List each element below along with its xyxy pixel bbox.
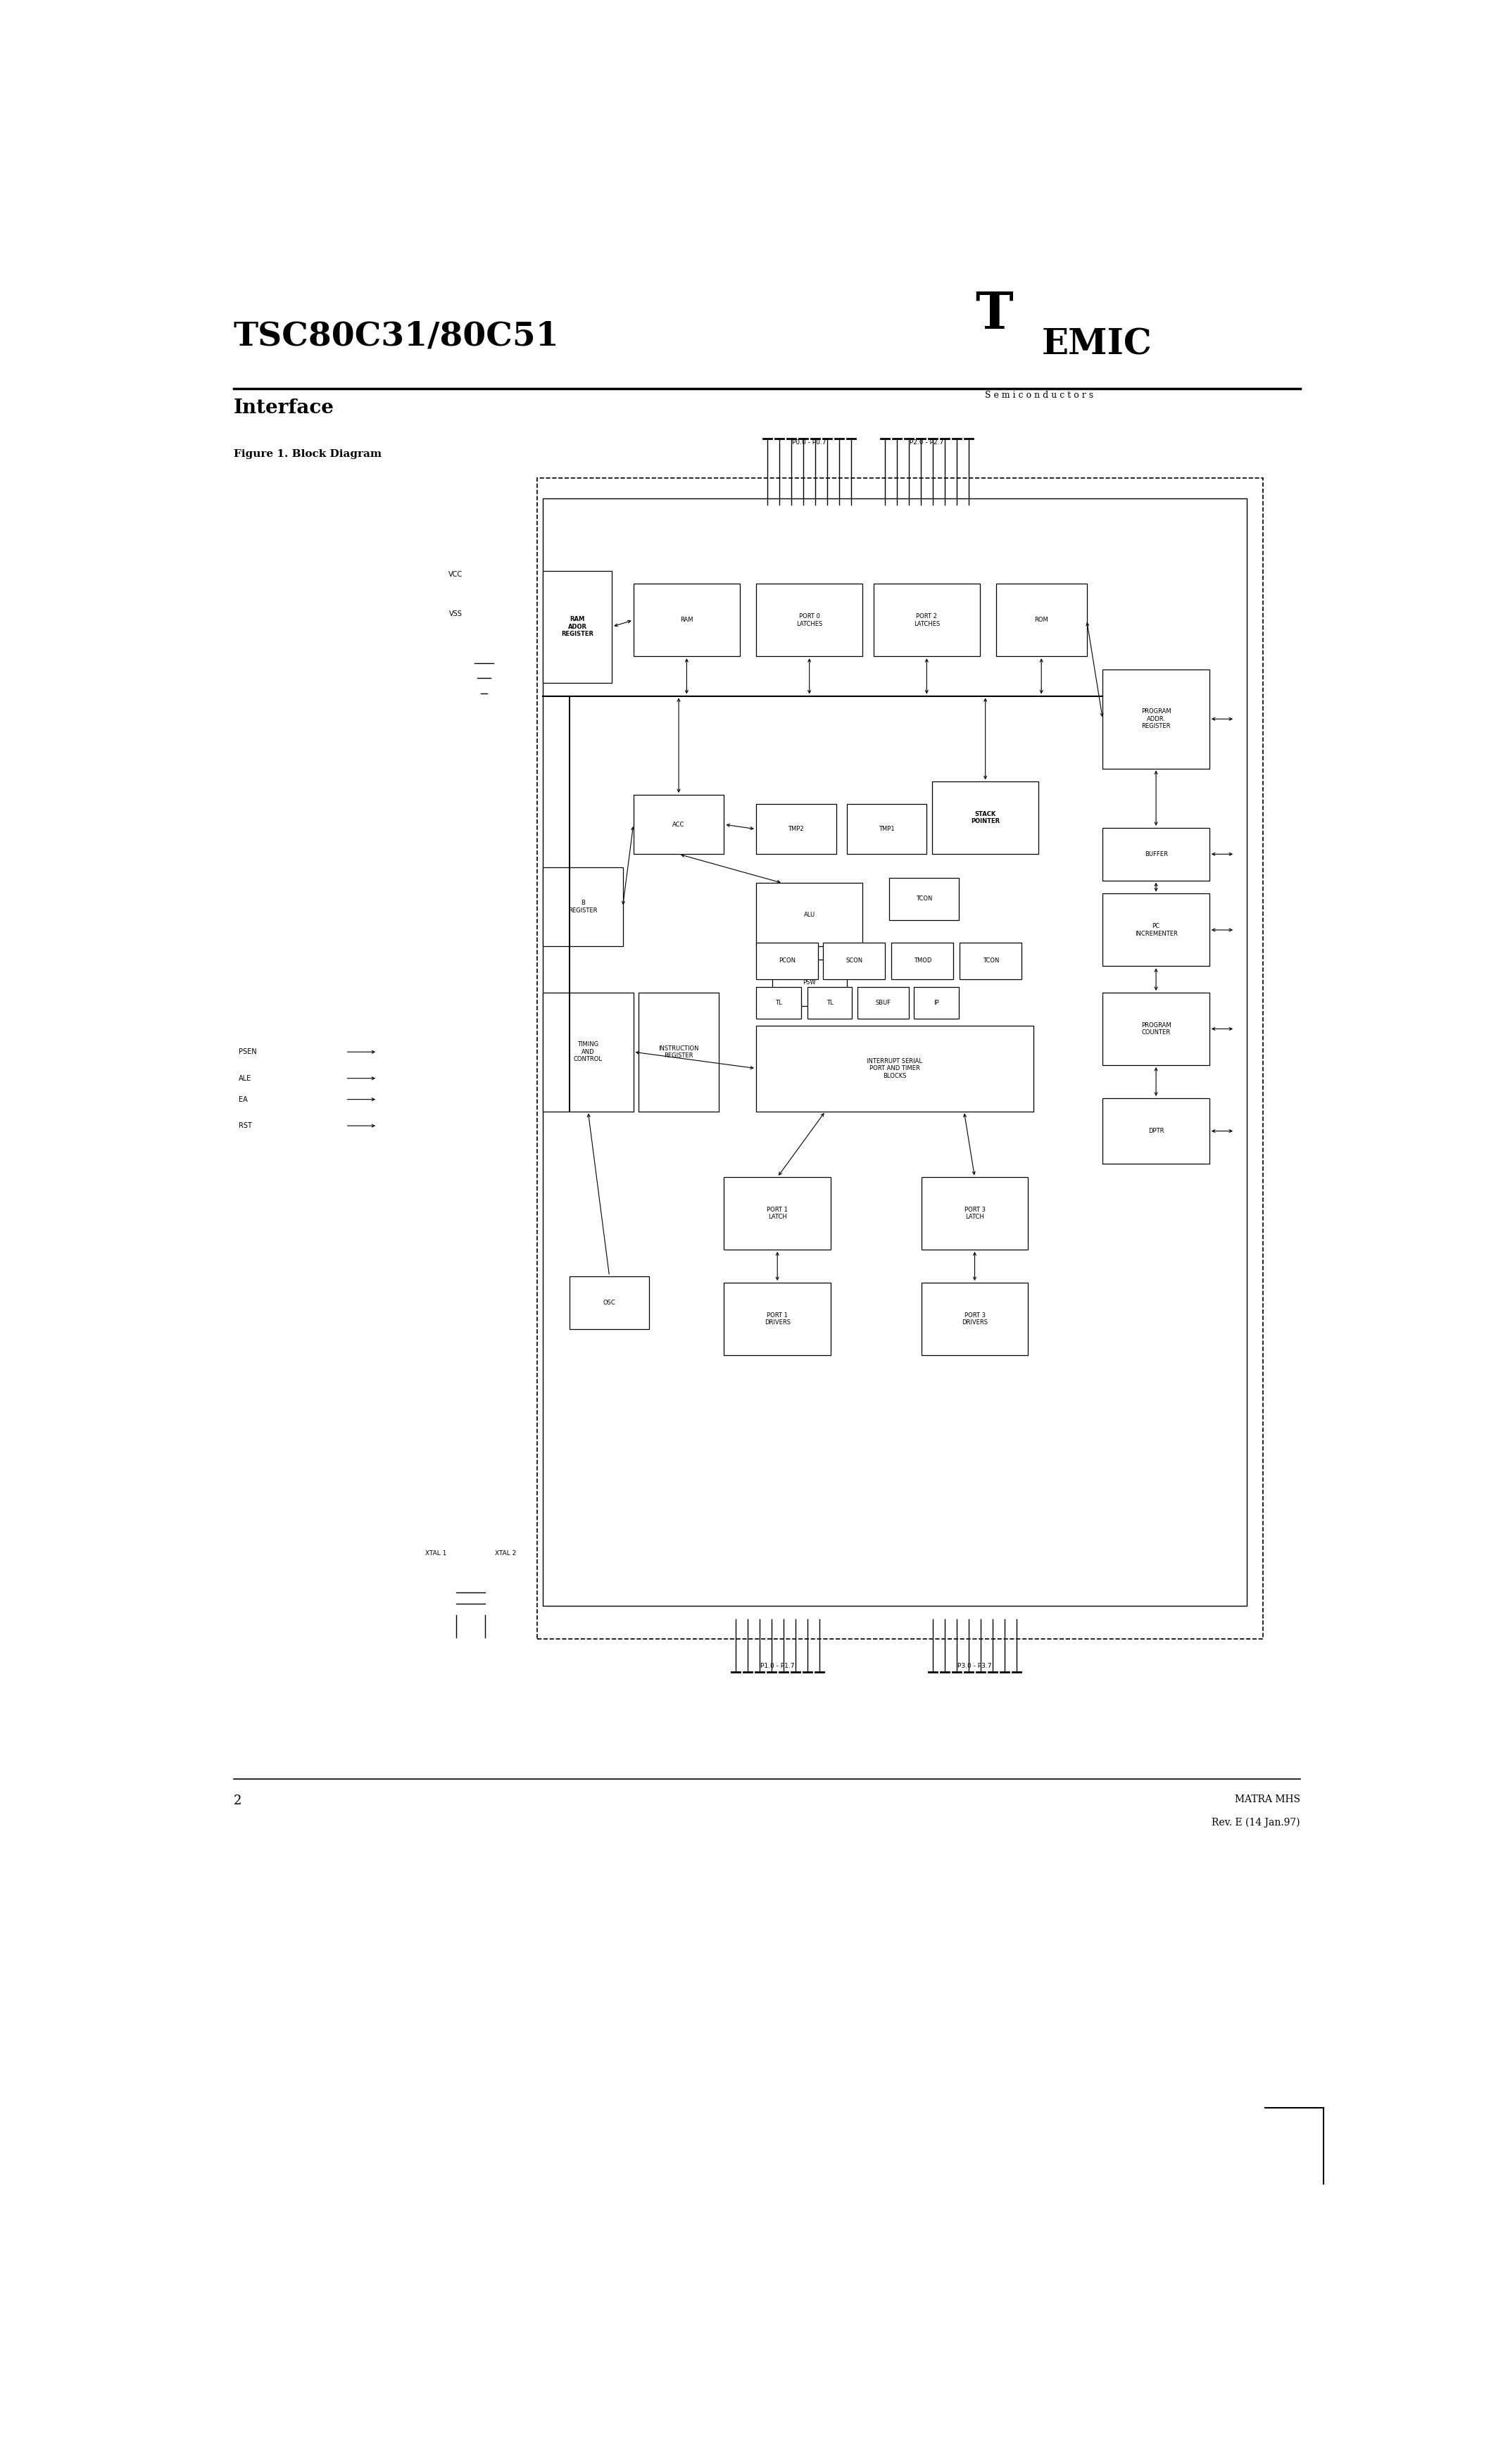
Text: DPTR: DPTR: [1147, 1129, 1164, 1133]
Text: BUFFER: BUFFER: [1144, 850, 1167, 857]
Text: PORT 3
LATCH: PORT 3 LATCH: [963, 1207, 986, 1220]
Text: OSC: OSC: [603, 1299, 616, 1306]
Text: TCON: TCON: [916, 897, 932, 902]
Text: IP: IP: [934, 1000, 939, 1005]
Bar: [755, 944, 818, 978]
Text: Rev. E (14 Jan.97): Rev. E (14 Jan.97): [1212, 1818, 1300, 1828]
Text: ROM: ROM: [1034, 616, 1049, 623]
Text: Interface: Interface: [233, 399, 334, 416]
Text: P1.0 - P1.7: P1.0 - P1.7: [760, 1663, 794, 1668]
Bar: [857, 988, 908, 1020]
Text: PSW: PSW: [803, 981, 815, 986]
Text: RAM: RAM: [681, 616, 693, 623]
Bar: [543, 993, 633, 1111]
Text: VSS: VSS: [449, 611, 462, 618]
Text: PROGRAM
ADDR.
REGISTER: PROGRAM ADDR. REGISTER: [1141, 710, 1171, 729]
Text: PORT 1
LATCH: PORT 1 LATCH: [767, 1207, 788, 1220]
Bar: [960, 944, 1022, 978]
Bar: [772, 958, 847, 1005]
Text: PORT 2
LATCHES: PORT 2 LATCHES: [914, 614, 939, 626]
Text: 2: 2: [233, 1794, 241, 1806]
Text: RST: RST: [239, 1121, 251, 1129]
Bar: [1103, 894, 1209, 966]
Bar: [808, 988, 853, 1020]
Text: SCON: SCON: [845, 958, 863, 963]
Text: INSTRUCTION
REGISTER: INSTRUCTION REGISTER: [658, 1045, 699, 1060]
Text: PORT 3
DRIVERS: PORT 3 DRIVERS: [962, 1313, 987, 1326]
Text: S e m i c o n d u c t o r s: S e m i c o n d u c t o r s: [984, 389, 1094, 399]
Text: Figure 1. Block Diagram: Figure 1. Block Diagram: [233, 448, 381, 458]
Text: STACK
POINTER: STACK POINTER: [971, 811, 999, 825]
Text: PCON: PCON: [778, 958, 796, 963]
Text: TCON: TCON: [983, 958, 999, 963]
Text: PROGRAM
COUNTER: PROGRAM COUNTER: [1141, 1023, 1171, 1035]
Text: VCC: VCC: [449, 572, 462, 579]
Bar: [755, 882, 863, 946]
Text: P0.0 - P0.7: P0.0 - P0.7: [793, 439, 826, 446]
Bar: [823, 944, 886, 978]
Text: P3.0 - P3.7: P3.0 - P3.7: [957, 1663, 992, 1668]
Bar: [922, 1178, 1028, 1249]
Bar: [639, 993, 718, 1111]
Text: XTAL 2: XTAL 2: [495, 1550, 516, 1557]
Text: P2.0 - P2.7: P2.0 - P2.7: [910, 439, 944, 446]
Text: TL: TL: [775, 1000, 782, 1005]
Bar: [755, 988, 800, 1020]
Text: TIMING
AND
CONTROL: TIMING AND CONTROL: [573, 1042, 603, 1062]
Text: TL: TL: [826, 1000, 833, 1005]
Bar: [1103, 670, 1209, 769]
Bar: [892, 944, 953, 978]
Text: TMP2: TMP2: [788, 825, 803, 833]
Bar: [922, 1284, 1028, 1355]
Text: ACC: ACC: [673, 821, 685, 828]
Text: EMIC: EMIC: [1041, 328, 1152, 362]
Bar: [1103, 1099, 1209, 1163]
Text: ALE: ALE: [239, 1074, 251, 1082]
Text: MATRA MHS: MATRA MHS: [1234, 1794, 1300, 1804]
Bar: [932, 781, 1038, 855]
Bar: [755, 1025, 1034, 1111]
Text: PSEN: PSEN: [239, 1047, 257, 1055]
Bar: [874, 584, 980, 655]
Bar: [543, 572, 612, 683]
Text: B
REGISTER: B REGISTER: [568, 899, 597, 914]
Bar: [543, 867, 622, 946]
Text: PORT 1
DRIVERS: PORT 1 DRIVERS: [764, 1313, 790, 1326]
Bar: [570, 1276, 649, 1328]
Text: TMP1: TMP1: [878, 825, 895, 833]
Bar: [755, 584, 863, 655]
Text: RAM
ADOR
REGISTER: RAM ADOR REGISTER: [561, 616, 594, 638]
Bar: [1103, 828, 1209, 880]
Bar: [1103, 993, 1209, 1064]
Text: PC
INCREMENTER: PC INCREMENTER: [1134, 924, 1177, 936]
Bar: [724, 1178, 830, 1249]
Text: ALU: ALU: [803, 912, 815, 919]
Bar: [724, 1284, 830, 1355]
Text: TMOD: TMOD: [914, 958, 932, 963]
Text: INTERRUPT SERIAL
PORT AND TIMER
BLOCKS: INTERRUPT SERIAL PORT AND TIMER BLOCKS: [866, 1057, 923, 1079]
Text: PORT 0
LATCHES: PORT 0 LATCHES: [796, 614, 823, 626]
Bar: [543, 498, 1246, 1607]
Text: TSC80C31/80C51: TSC80C31/80C51: [233, 320, 560, 352]
Bar: [633, 584, 741, 655]
Bar: [847, 803, 926, 855]
Bar: [914, 988, 959, 1020]
Bar: [889, 877, 959, 919]
Bar: [633, 796, 724, 855]
Bar: [537, 478, 1263, 1639]
Bar: [996, 584, 1086, 655]
Text: EA: EA: [239, 1096, 248, 1104]
Bar: [755, 803, 836, 855]
Text: T: T: [975, 288, 1013, 340]
Text: XTAL 1: XTAL 1: [425, 1550, 447, 1557]
Text: SBUF: SBUF: [875, 1000, 890, 1005]
